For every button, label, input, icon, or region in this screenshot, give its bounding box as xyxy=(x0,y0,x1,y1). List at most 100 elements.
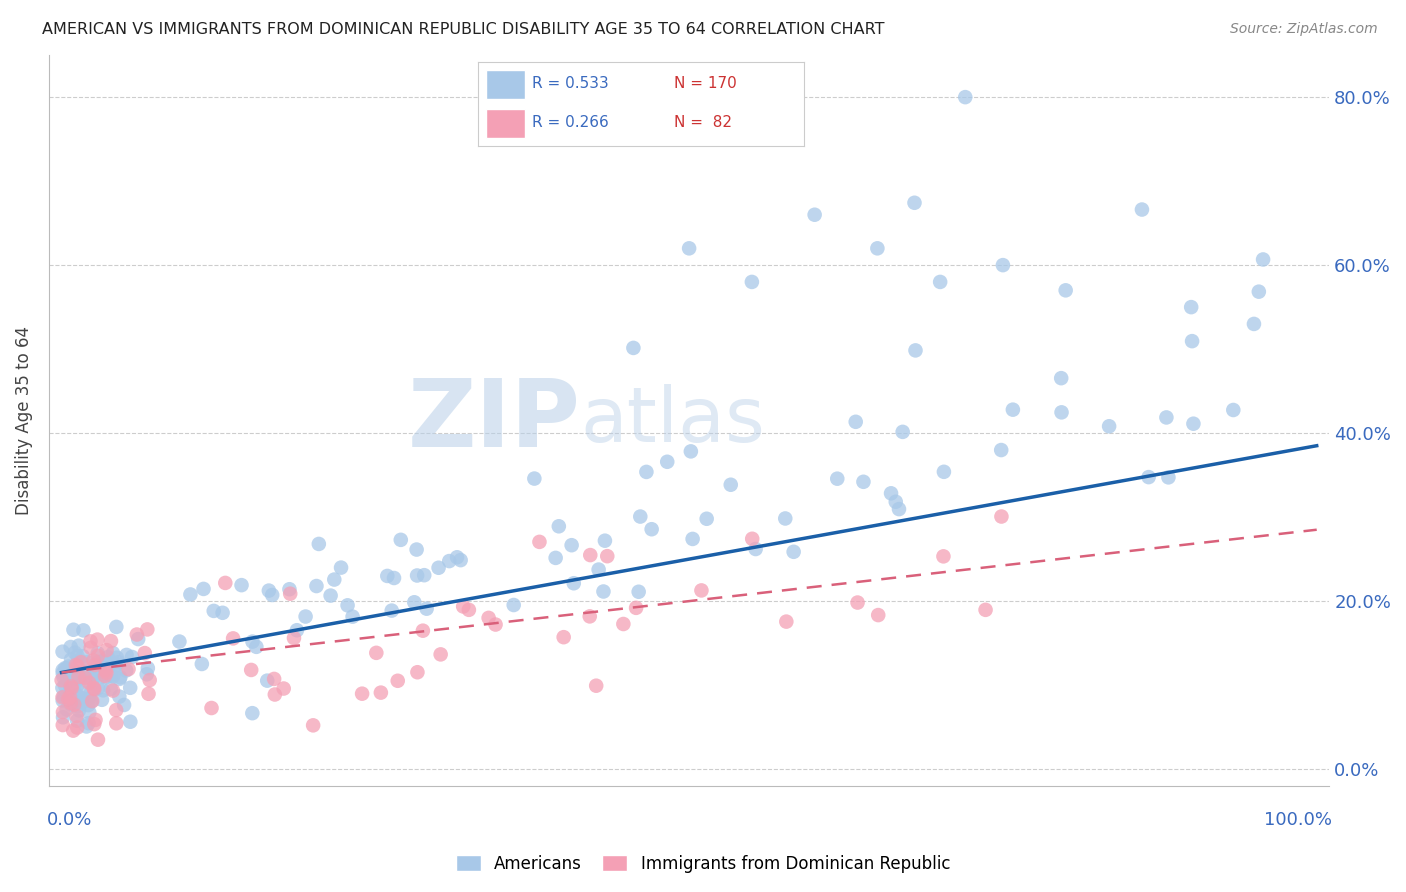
Point xyxy=(62,681,84,695)
Point xyxy=(741,275,763,289)
Point xyxy=(382,571,405,585)
Point xyxy=(83,682,105,697)
Point xyxy=(56,692,79,706)
Point xyxy=(294,609,316,624)
Point xyxy=(427,560,450,574)
Point xyxy=(179,587,201,601)
Point xyxy=(451,599,474,614)
Point xyxy=(98,657,121,672)
Point xyxy=(457,603,479,617)
Point xyxy=(52,670,75,684)
Point xyxy=(77,698,100,712)
Point xyxy=(845,415,868,429)
Point xyxy=(72,649,94,664)
Point xyxy=(256,673,278,688)
Point xyxy=(562,576,585,591)
Point xyxy=(82,653,104,667)
Point xyxy=(450,553,472,567)
Point xyxy=(96,665,118,680)
Point xyxy=(627,584,650,599)
Point xyxy=(72,686,94,700)
Point xyxy=(77,716,100,731)
Point xyxy=(80,676,103,690)
Point xyxy=(240,706,263,721)
Point xyxy=(412,624,434,638)
Point xyxy=(429,648,451,662)
Point xyxy=(70,655,93,669)
Point xyxy=(75,671,97,685)
Point xyxy=(1182,417,1205,431)
Point xyxy=(59,696,82,710)
Point xyxy=(63,671,86,685)
Point xyxy=(83,681,105,695)
Point xyxy=(273,681,295,696)
Point xyxy=(585,679,607,693)
Point xyxy=(308,537,330,551)
Point xyxy=(561,538,583,552)
Point xyxy=(51,690,73,705)
Point xyxy=(59,681,82,695)
Point xyxy=(67,666,90,681)
Point xyxy=(904,343,927,358)
Point xyxy=(544,550,567,565)
Point xyxy=(127,632,149,646)
Point xyxy=(579,548,602,562)
Point xyxy=(1098,419,1121,434)
Point xyxy=(1247,285,1270,299)
Point xyxy=(245,640,267,654)
Point xyxy=(112,698,135,712)
Point xyxy=(82,694,104,708)
Point xyxy=(60,681,83,695)
Point xyxy=(104,657,127,672)
Point xyxy=(70,690,93,705)
Point xyxy=(107,655,129,669)
Point xyxy=(1054,283,1077,297)
Point xyxy=(636,465,658,479)
Point xyxy=(100,681,122,696)
Point xyxy=(222,632,245,646)
Point xyxy=(120,681,142,695)
Point xyxy=(366,646,388,660)
Point xyxy=(70,696,93,710)
Point xyxy=(283,631,305,645)
Point xyxy=(135,667,157,681)
Point xyxy=(83,717,105,731)
Point xyxy=(884,495,907,509)
Point xyxy=(406,665,429,680)
Point xyxy=(323,573,346,587)
Point xyxy=(990,443,1012,458)
Point xyxy=(593,533,616,548)
Point xyxy=(87,681,110,695)
Point xyxy=(389,533,412,547)
Point xyxy=(330,560,353,574)
Point xyxy=(63,668,86,682)
Point xyxy=(741,532,763,546)
Point xyxy=(66,699,89,714)
Point xyxy=(1157,470,1180,484)
Point xyxy=(413,568,436,582)
Point xyxy=(80,684,103,698)
Point xyxy=(903,195,925,210)
Point xyxy=(79,634,101,648)
Point xyxy=(60,698,83,712)
Point xyxy=(90,670,112,684)
Point xyxy=(211,606,233,620)
Point xyxy=(58,659,80,673)
Point xyxy=(83,658,105,673)
Point xyxy=(84,713,107,727)
Point xyxy=(91,683,114,698)
Point xyxy=(278,587,301,601)
Point xyxy=(87,655,110,669)
Point xyxy=(1001,402,1024,417)
Point xyxy=(66,721,89,735)
Point xyxy=(696,512,718,526)
Point xyxy=(846,596,869,610)
Point xyxy=(65,709,87,723)
Point xyxy=(67,703,90,717)
Text: 100.0%: 100.0% xyxy=(1264,812,1331,830)
Point xyxy=(612,617,634,632)
Point xyxy=(62,623,84,637)
Point xyxy=(67,639,90,653)
Point xyxy=(87,648,110,663)
Point xyxy=(101,669,124,683)
